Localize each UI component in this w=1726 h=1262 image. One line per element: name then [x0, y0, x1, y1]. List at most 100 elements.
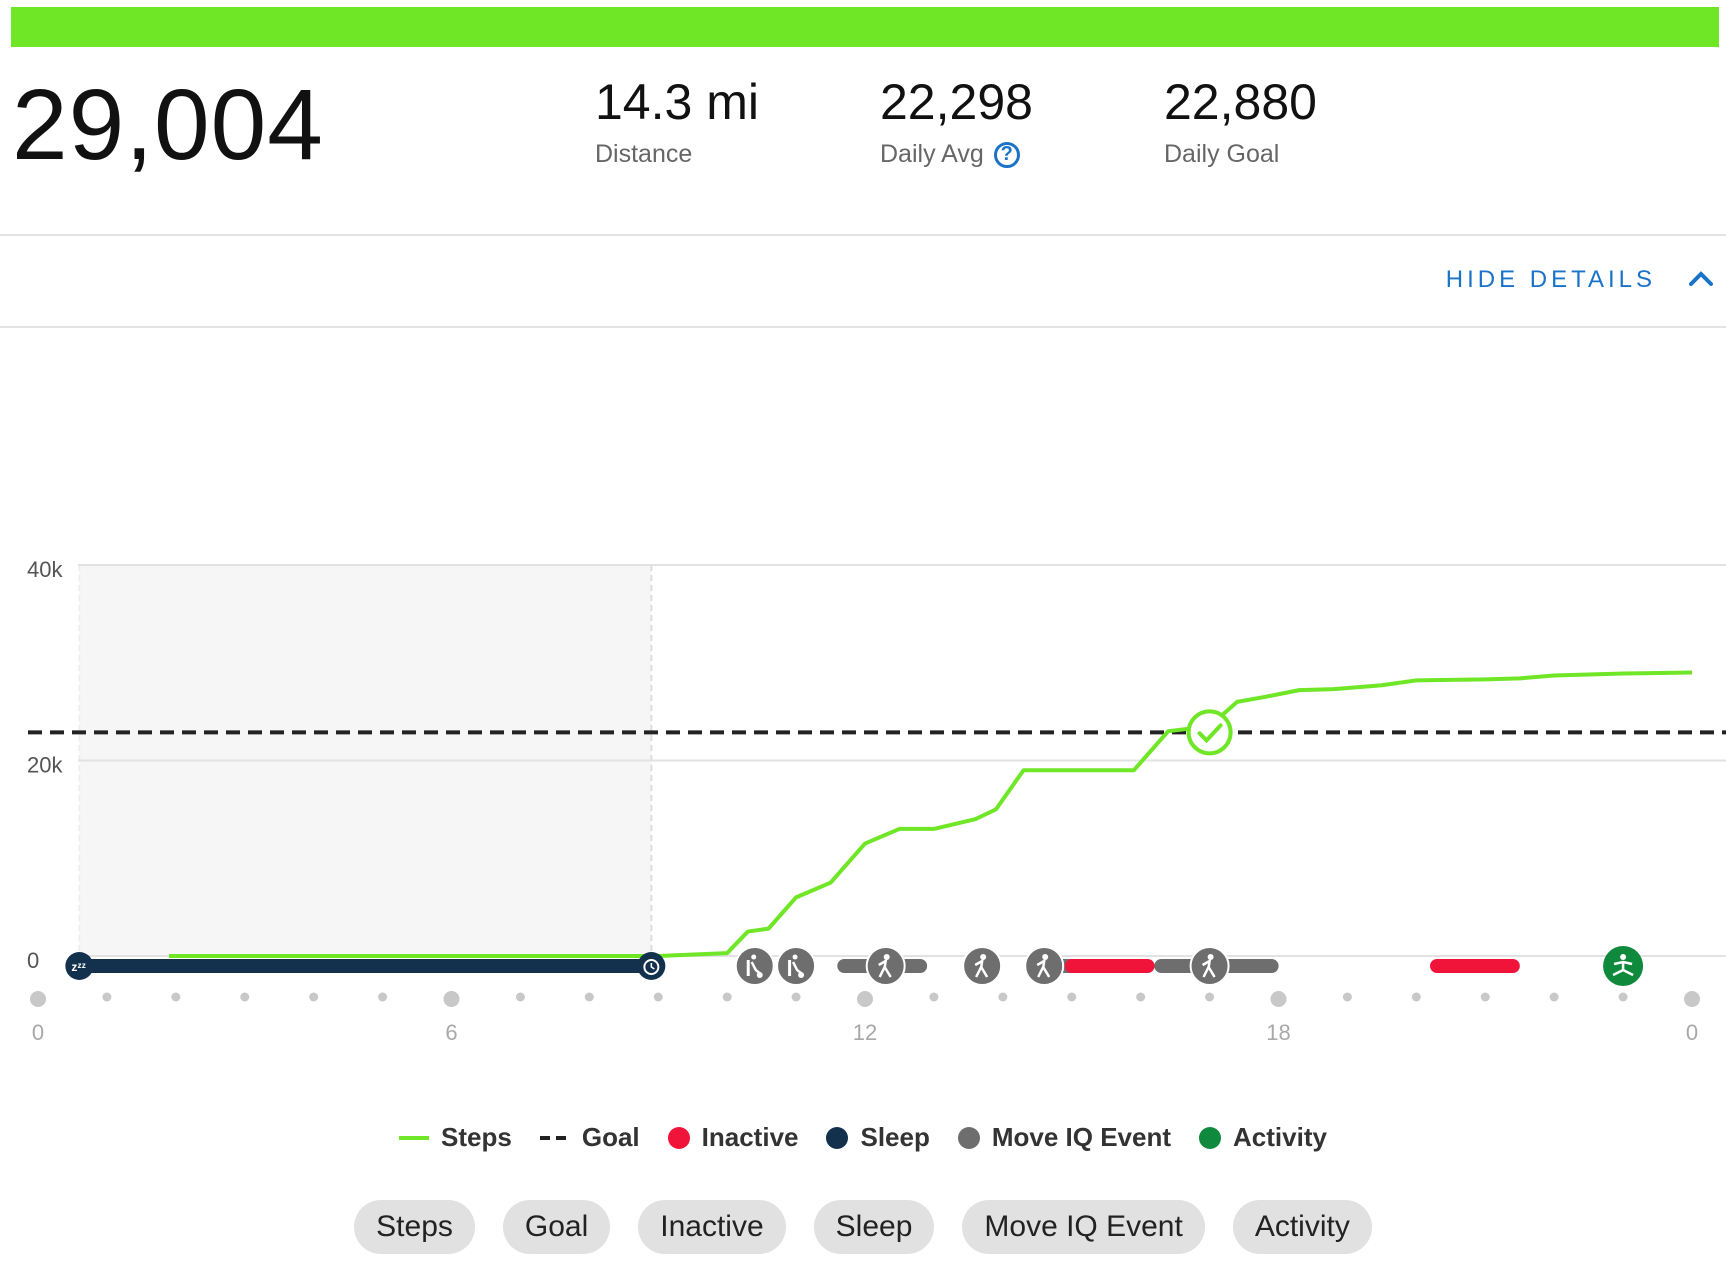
- legend-label: Goal: [581, 1122, 640, 1152]
- chart-legend: Steps Goal Inactive Sleep Move IQ Event …: [0, 1122, 1726, 1153]
- stat-value: 22,298: [880, 74, 1033, 130]
- elliptical-head: [792, 954, 798, 960]
- elliptical-wheel: [756, 972, 763, 978]
- hour-dot-major: [30, 991, 46, 1007]
- legend-label: Move IQ Event: [991, 1122, 1172, 1152]
- elliptical-icon: [776, 946, 817, 986]
- hour-dot: [102, 992, 112, 1002]
- hour-dot: [1549, 992, 1559, 1002]
- hour-dot: [378, 992, 388, 1002]
- walker-head: [1042, 954, 1049, 960]
- stat-daily-avg: 22,298 Daily Avg ?: [880, 72, 1033, 169]
- alarm-icon-hands: [650, 963, 655, 970]
- filter-toggles: Steps Goal Inactive Sleep Move IQ Event …: [0, 1200, 1726, 1254]
- stat-daily-goal: 22,880 Daily Goal: [1164, 72, 1317, 169]
- yoga-legs: [1612, 968, 1634, 977]
- legend-swatch: [957, 1126, 980, 1149]
- filter-sleep-button[interactable]: Sleep: [813, 1200, 935, 1254]
- hour-dot: [309, 992, 319, 1002]
- legend-sleep: Sleep: [826, 1122, 930, 1153]
- help-icon[interactable]: ?: [993, 141, 1020, 168]
- hour-dot: [240, 992, 250, 1002]
- elliptical-pole: [746, 960, 750, 976]
- legend-label: Inactive: [701, 1122, 799, 1152]
- divider: [0, 326, 1726, 328]
- filter-goal-button[interactable]: Goal: [502, 1200, 611, 1254]
- hour-dot: [584, 992, 594, 1002]
- stat-label: Distance: [595, 140, 693, 168]
- alarm-icon: [637, 952, 666, 980]
- elliptical-pole: [788, 960, 792, 976]
- stat-label: Daily Goal: [1164, 140, 1280, 168]
- walking-icon: [865, 946, 906, 986]
- walker-body: [974, 958, 984, 969]
- filter-activity-button[interactable]: Activity: [1232, 1200, 1372, 1254]
- legend-activity: Activity: [1199, 1122, 1327, 1153]
- hour-dot: [1411, 992, 1421, 1002]
- filter-inactive-button[interactable]: Inactive: [638, 1200, 786, 1254]
- goal-reached-marker: [1186, 709, 1233, 756]
- hour-dot: [515, 992, 525, 1002]
- hour-dot: [929, 992, 939, 1002]
- walker-head: [980, 954, 987, 960]
- walking-icon: [1189, 946, 1230, 986]
- steps-line: [168, 670, 1693, 958]
- hour-dot-major: [1270, 991, 1287, 1007]
- stat-value: 22,880: [1164, 74, 1317, 130]
- yoga-icon: [1603, 946, 1644, 986]
- alarm-icon-face: [643, 959, 660, 975]
- hide-details-button[interactable]: HIDE DETAILS: [1445, 266, 1656, 293]
- elliptical-icon: [734, 946, 775, 986]
- total-steps: 29,004: [12, 69, 324, 181]
- walker-head: [1207, 954, 1214, 960]
- legend-move-iq: Move IQ Event: [957, 1122, 1172, 1153]
- legend-swatch: [1199, 1126, 1222, 1149]
- filter-move-iq-button[interactable]: Move IQ Event: [962, 1200, 1205, 1254]
- sleep-icon-bg: [65, 952, 94, 980]
- legend-swatch: [826, 1126, 849, 1149]
- hour-dot: [1618, 992, 1628, 1002]
- hour-dot-major: [857, 991, 873, 1007]
- progress-bar: [11, 7, 1719, 47]
- elliptical-head: [751, 954, 757, 960]
- stat-distance: 14.3 mi Distance: [595, 72, 759, 169]
- check-icon: [1197, 723, 1223, 744]
- x-tick-label: 0: [32, 1020, 44, 1045]
- stat-value: 14.3 mi: [595, 74, 759, 130]
- hour-dot: [171, 992, 181, 1002]
- hour-dot: [998, 992, 1008, 1002]
- walking-icon: [1024, 946, 1065, 986]
- walking-icon: [962, 946, 1003, 986]
- hour-dot-major: [443, 991, 460, 1007]
- hour-dot: [1205, 992, 1215, 1002]
- walker-body: [878, 958, 888, 969]
- hour-dot: [1342, 992, 1352, 1002]
- steps-chart: 40k 20k 0 zᶻᶻ 0 6 12 18 0: [27, 557, 1726, 1045]
- elliptical-wheel: [798, 972, 805, 978]
- hour-dot: [1136, 992, 1146, 1002]
- y-tick-label: 20k: [27, 753, 63, 778]
- legend-swatch: [667, 1126, 690, 1149]
- legend-label: Activity: [1233, 1122, 1327, 1152]
- x-tick-label: 0: [1686, 1020, 1698, 1045]
- legend-swatch: [539, 1135, 570, 1140]
- x-tick-label: 18: [1266, 1020, 1290, 1045]
- walker-body: [1036, 958, 1046, 969]
- hour-dot: [791, 992, 801, 1002]
- legend-steps: Steps: [399, 1122, 512, 1153]
- x-tick-label: 12: [853, 1020, 877, 1045]
- hour-dot: [1067, 992, 1077, 1002]
- divider: [0, 234, 1726, 236]
- sleep-icon: zᶻᶻ: [65, 952, 94, 980]
- y-tick-label: 0: [27, 948, 39, 973]
- hour-dot: [722, 992, 732, 1002]
- legend-inactive: Inactive: [667, 1122, 799, 1153]
- legend-label: Steps: [441, 1122, 512, 1152]
- x-tick-label: 6: [445, 1020, 457, 1045]
- legend-goal: Goal: [539, 1122, 640, 1153]
- chevron-up-icon[interactable]: [1686, 264, 1716, 294]
- filter-steps-button[interactable]: Steps: [354, 1200, 475, 1254]
- goal-reached-ring: [1186, 709, 1233, 756]
- hour-dot: [653, 992, 663, 1002]
- y-tick-label: 40k: [27, 557, 63, 582]
